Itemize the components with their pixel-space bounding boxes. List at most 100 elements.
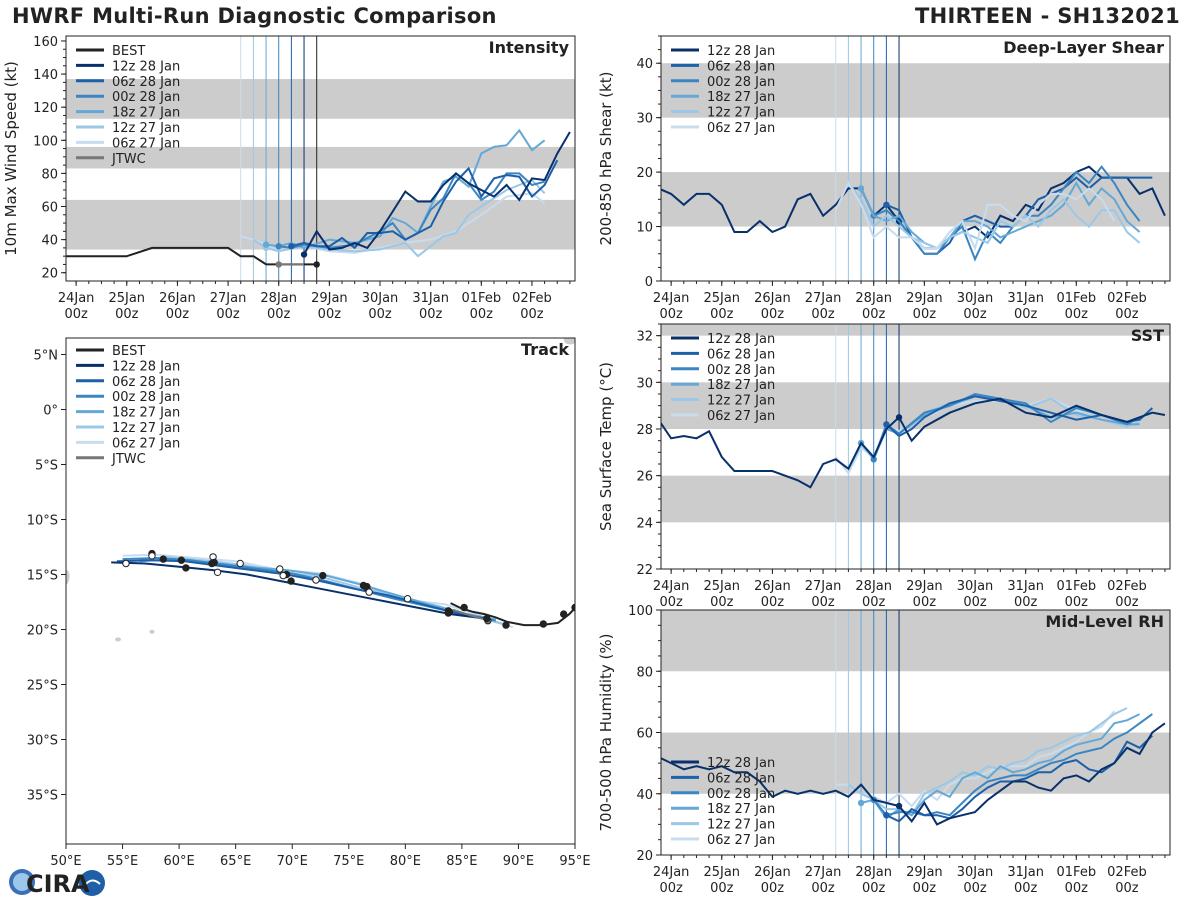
rh-panel: 2040608010024Jan00z25Jan00z26Jan00z27Jan… xyxy=(597,604,1171,896)
sst-legend-label: 06z 28 Jan xyxy=(707,347,775,362)
sst-xtick-label: 02Feb xyxy=(1107,579,1147,594)
track-xtick-label: 80°E xyxy=(390,854,421,869)
track-point xyxy=(502,621,510,629)
intensity-xtick-label: 00z xyxy=(368,307,392,322)
rh-xtick-label: 00z xyxy=(659,881,683,896)
track-point xyxy=(213,568,222,576)
track-ytick-label: 30°S xyxy=(27,734,58,749)
track-panel-title: Track xyxy=(521,340,569,359)
intensity-panel: 2040608010012014016024Jan00z25Jan00z26Ja… xyxy=(2,35,576,322)
rh-series-line xyxy=(835,710,1116,808)
track-legend-label: 12z 28 Jan xyxy=(112,359,180,374)
track-xtick-label: 60°E xyxy=(163,854,194,869)
cira-logo-mark: CIRA xyxy=(9,869,105,898)
intensity-xtick-label: 02Feb xyxy=(512,291,552,306)
track-legend-label: 00z 28 Jan xyxy=(112,390,180,405)
track-xtick-label: 70°E xyxy=(277,854,308,869)
intensity-series-marker xyxy=(275,261,282,268)
rh-series-marker xyxy=(883,811,890,819)
track-point xyxy=(444,609,453,617)
track-point xyxy=(182,564,190,572)
intensity-xtick-label: 00z xyxy=(520,307,544,322)
sst-xtick-label: 00z xyxy=(963,595,987,610)
track-legend-label: 12z 27 Jan xyxy=(112,421,180,436)
rh-xtick-label: 00z xyxy=(1065,881,1089,896)
shear-xtick-label: 00z xyxy=(913,307,937,322)
sst-ytick-label: 24 xyxy=(636,516,653,531)
shear-series-marker xyxy=(883,201,890,208)
intensity-legend-label: 06z 28 Jan xyxy=(112,75,180,90)
track-point xyxy=(279,571,287,580)
track-ytick-label: 10°S xyxy=(27,514,58,529)
track-xtick-label: 50°E xyxy=(50,854,81,869)
track-point xyxy=(559,610,568,618)
intensity-series-marker xyxy=(262,241,270,248)
track-point xyxy=(483,614,491,623)
track-legend-label: JTWC xyxy=(111,452,146,467)
sst-xtick-label: 00z xyxy=(862,595,886,610)
logo-text: CIRA xyxy=(26,870,90,898)
intensity-xtick-label: 00z xyxy=(64,307,88,322)
rh-band xyxy=(661,610,1170,672)
track-xtick-label: 95°E xyxy=(559,854,590,869)
shear-xtick-label: 00z xyxy=(659,307,683,322)
sst-legend-label: 00z 28 Jan xyxy=(707,363,775,378)
rh-ylabel: 700-500 hPa Humidity (%) xyxy=(597,633,615,831)
track-ytick-label: 35°S xyxy=(27,789,58,804)
shear-xtick-label: 00z xyxy=(710,307,734,322)
intensity-legend-label: JTWC xyxy=(111,152,146,167)
shear-xtick-label: 02Feb xyxy=(1107,291,1147,306)
sst-series-marker xyxy=(895,414,903,421)
track-legend-label: 18z 27 Jan xyxy=(112,406,180,421)
track-point xyxy=(319,571,327,580)
shear-series-marker xyxy=(857,185,865,192)
intensity-series-marker xyxy=(275,243,282,250)
rh-panel-title: Mid-Level RH xyxy=(1045,612,1164,631)
sst-series-line xyxy=(661,397,1166,489)
sst-xtick-label: 24Jan xyxy=(653,579,690,594)
shear-xtick-label: 00z xyxy=(1065,307,1089,322)
sst-xtick-label: 26Jan xyxy=(754,579,791,594)
rh-xtick-label: 02Feb xyxy=(1107,865,1147,880)
track-legend-label: 06z 27 Jan xyxy=(112,436,180,451)
rh-legend-label: 00z 28 Jan xyxy=(707,787,775,802)
shear-xtick-label: 27Jan xyxy=(805,291,842,306)
track-panel: 50°E 55°E 60°E 65°E 70°E 75°E 80°E 85°E 90°E 95°E… xyxy=(27,337,591,869)
sst-xtick-label: 31Jan xyxy=(1007,579,1044,594)
shear-xtick-label: 24Jan xyxy=(653,291,690,306)
rh-xtick-label: 00z xyxy=(710,881,734,896)
shear-xtick-label: 31Jan xyxy=(1007,291,1044,306)
shear-ylabel: 200-850 hPa Shear (kt) xyxy=(597,72,615,246)
shear-ytick-label: 0 xyxy=(645,275,653,290)
sst-ytick-label: 32 xyxy=(636,330,653,345)
shear-xtick-label: 25Jan xyxy=(703,291,740,306)
shear-ytick-label: 20 xyxy=(636,166,653,181)
track-point xyxy=(287,577,295,585)
sst-xtick-label: 00z xyxy=(913,595,937,610)
sst-xtick-label: 30Jan xyxy=(957,579,994,594)
track-point xyxy=(159,555,167,563)
sst-series-line xyxy=(860,395,1140,462)
intensity-xtick-label: 00z xyxy=(216,307,240,322)
sst-xtick-label: 28Jan xyxy=(855,579,892,594)
track-point xyxy=(539,620,548,628)
intensity-ylabel: 10m Max Wind Speed (kt) xyxy=(2,61,20,256)
shear-xtick-label: 26Jan xyxy=(754,291,791,306)
track-frame xyxy=(65,337,576,845)
shear-legend-label: 12z 28 Jan xyxy=(707,44,775,59)
rh-xtick-label: 28Jan xyxy=(855,865,892,880)
intensity-series-line xyxy=(240,192,546,254)
sst-ytick-label: 30 xyxy=(636,376,653,391)
intensity-ytick-label: 40 xyxy=(41,234,58,249)
sst-ytick-label: 26 xyxy=(636,470,653,485)
shear-xtick-label: 28Jan xyxy=(855,291,892,306)
track-point xyxy=(460,603,468,612)
sst-band xyxy=(661,475,1170,523)
intensity-ytick-label: 60 xyxy=(41,201,58,216)
rh-xtick-label: 00z xyxy=(1014,881,1038,896)
intensity-xtick-label: 00z xyxy=(166,307,190,322)
land-sumatra xyxy=(563,338,575,345)
rh-xtick-label: 00z xyxy=(811,881,835,896)
sst-legend-label: 12z 28 Jan xyxy=(707,332,775,347)
track-point xyxy=(122,559,130,568)
